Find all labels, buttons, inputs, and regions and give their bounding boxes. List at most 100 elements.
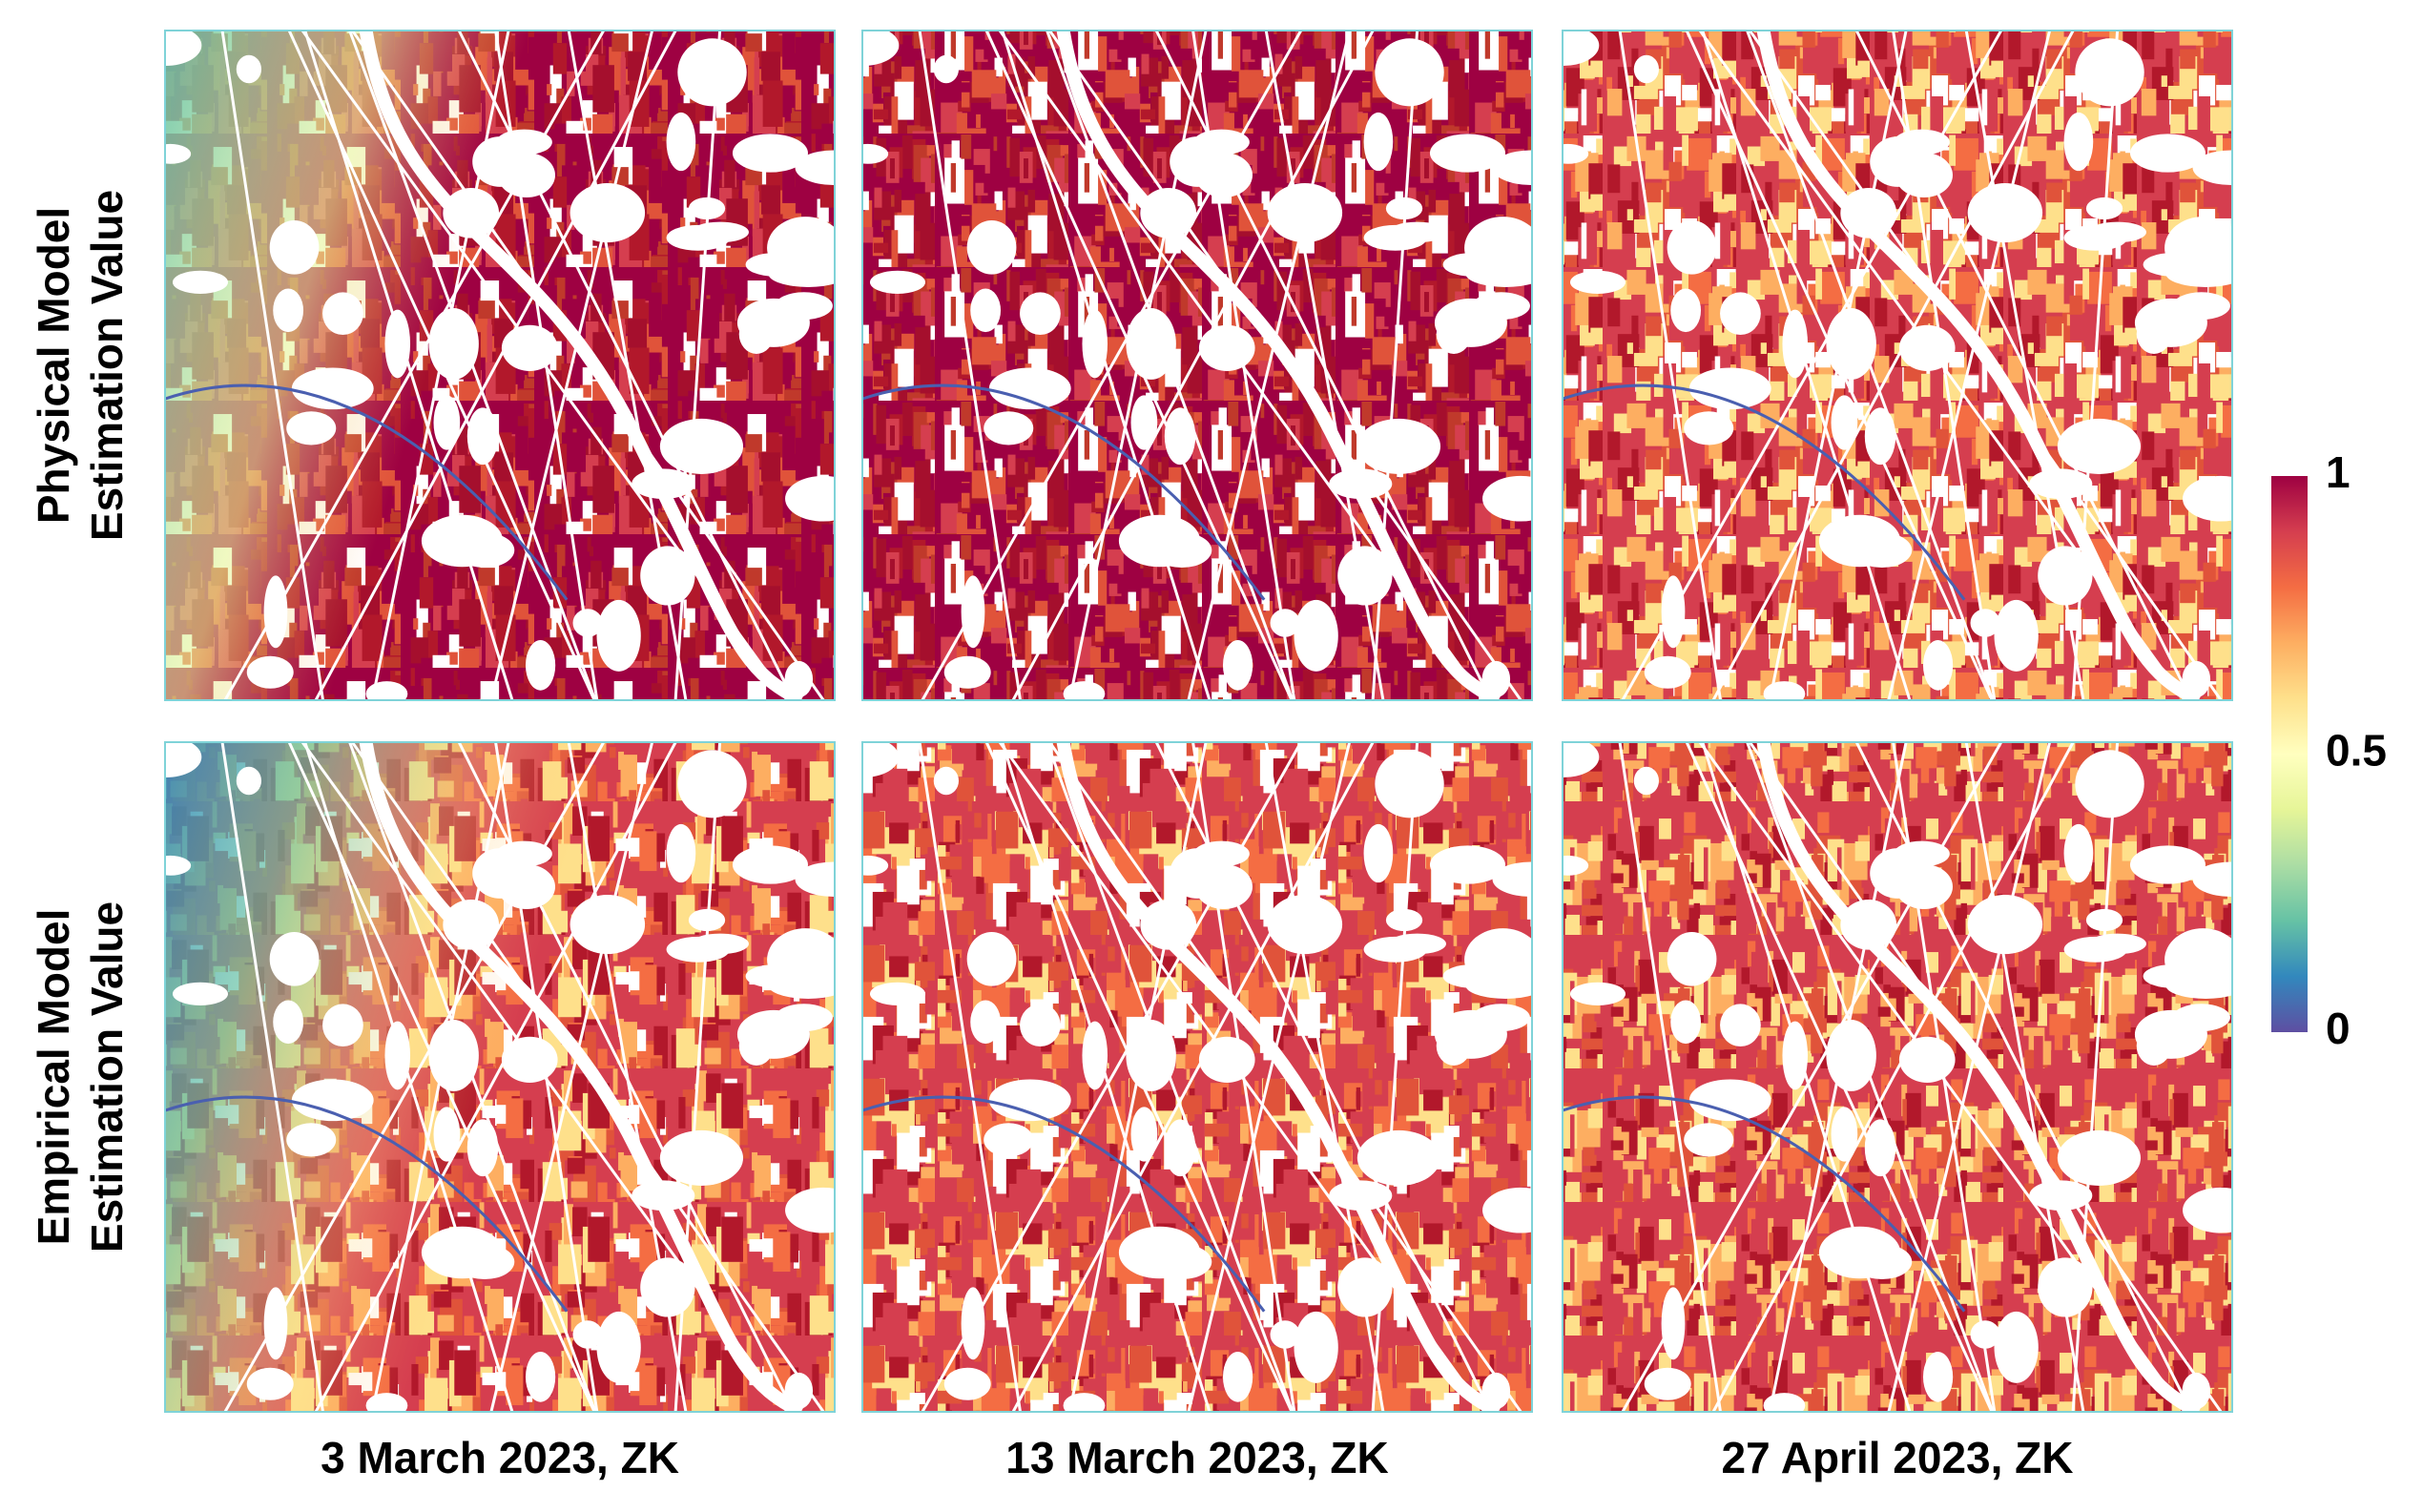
- settlement: [1831, 1107, 1858, 1162]
- settlement: [1898, 324, 1956, 371]
- settlement: [1563, 31, 1600, 66]
- settlement: [365, 681, 408, 700]
- colorbar: [2271, 476, 2308, 1032]
- settlement: [1198, 324, 1255, 371]
- settlement: [1667, 219, 1717, 275]
- settlement: [666, 112, 696, 172]
- road: [1746, 31, 1995, 700]
- settlement: [269, 931, 320, 986]
- settlement: [1563, 143, 1589, 164]
- canal: [862, 383, 1266, 601]
- settlement: [677, 38, 747, 107]
- column-label: 27 April 2023, ZK: [1721, 1433, 2073, 1482]
- settlement: [1164, 1119, 1196, 1177]
- settlement: [1375, 38, 1444, 107]
- road: [1154, 31, 1493, 700]
- settlement: [1563, 855, 1589, 876]
- road: [1854, 742, 2193, 1412]
- road: [1887, 742, 2052, 1412]
- settlement: [1198, 1036, 1255, 1083]
- settlement: [2075, 38, 2144, 107]
- settlement: [1465, 971, 1532, 999]
- road: [1618, 742, 1722, 1412]
- settlement: [246, 1367, 294, 1400]
- settlement: [659, 418, 744, 474]
- road: [1621, 742, 2003, 1412]
- settlement: [666, 936, 730, 963]
- canal: [862, 1095, 1266, 1313]
- settlement: [1569, 270, 1626, 294]
- canal: [165, 1095, 569, 1313]
- colorbar-tick-label: 0: [2326, 1004, 2351, 1053]
- settlement: [466, 1119, 499, 1177]
- road: [348, 31, 597, 700]
- settlement: [862, 31, 900, 66]
- road: [489, 742, 654, 1412]
- settlement: [286, 1123, 337, 1157]
- settlement: [428, 1020, 479, 1091]
- settlement: [2063, 823, 2094, 883]
- map-panel: [1563, 31, 2232, 700]
- settlement: [236, 766, 262, 796]
- settlement: [1970, 1320, 2000, 1349]
- settlement: [1063, 1393, 1106, 1412]
- settlement: [322, 1004, 363, 1047]
- row-label: Physical Model: [29, 207, 78, 524]
- settlement: [1193, 129, 1250, 155]
- settlement: [497, 863, 555, 910]
- canal: [1563, 383, 1966, 601]
- settlement: [1222, 639, 1253, 691]
- settlement: [496, 129, 552, 155]
- settlement: [2063, 936, 2127, 963]
- river: [1056, 742, 1502, 1412]
- settlement: [1337, 1257, 1393, 1317]
- settlement: [1151, 532, 1212, 569]
- settlement: [496, 840, 552, 867]
- settlement: [1852, 532, 1913, 569]
- settlement: [322, 292, 363, 336]
- road: [1011, 742, 1375, 1412]
- road: [489, 31, 654, 700]
- row-label: Estimation Value: [82, 190, 132, 541]
- colorbar-tick-label: 0.5: [2326, 726, 2387, 776]
- settlement: [984, 1123, 1034, 1157]
- settlement: [428, 308, 479, 380]
- road: [1187, 31, 1352, 700]
- settlement: [454, 1244, 515, 1280]
- road: [1701, 31, 1912, 700]
- settlement: [1151, 1244, 1212, 1280]
- settlement: [2038, 1257, 2093, 1317]
- settlement: [988, 1079, 1071, 1122]
- settlement: [1126, 308, 1176, 380]
- settlement: [768, 259, 835, 287]
- settlement: [2075, 750, 2144, 818]
- road: [457, 742, 796, 1412]
- settlement: [2165, 971, 2232, 999]
- settlement: [1126, 1020, 1176, 1091]
- settlement: [666, 224, 730, 251]
- settlement: [1895, 863, 1953, 910]
- panel-border: [1562, 741, 2233, 1413]
- settlement: [1763, 1393, 1806, 1412]
- road: [1618, 31, 1722, 700]
- settlement: [1894, 840, 1950, 867]
- settlement: [1852, 1244, 1913, 1280]
- settlement: [732, 845, 808, 884]
- settlement: [1482, 475, 1532, 522]
- settlement: [943, 1367, 991, 1400]
- canal: [165, 383, 569, 601]
- settlement: [1363, 112, 1394, 172]
- settlement: [466, 407, 499, 466]
- settlement: [1922, 639, 1954, 691]
- settlement: [738, 1025, 775, 1066]
- settlement: [1864, 1119, 1896, 1177]
- settlement: [433, 395, 461, 450]
- road: [1711, 31, 2075, 700]
- settlement: [666, 823, 696, 883]
- road: [1701, 742, 1912, 1412]
- settlement: [1667, 931, 1717, 986]
- settlement: [640, 1257, 695, 1317]
- colorbar-tick-label: 1: [2326, 447, 2351, 497]
- settlement: [286, 411, 337, 445]
- settlement: [1063, 681, 1106, 700]
